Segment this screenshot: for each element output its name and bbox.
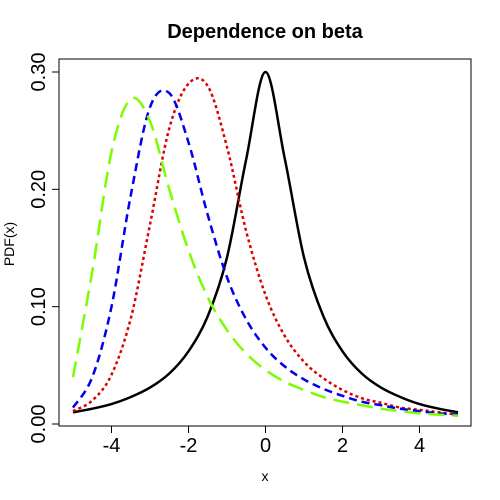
x-tick-label: 0 — [260, 435, 271, 457]
x-axis-label: x — [262, 468, 269, 484]
y-tick-label: 0.10 — [28, 287, 50, 326]
y-axis-label: PDF(x) — [1, 222, 17, 266]
y-tick-label: 0.30 — [28, 53, 50, 92]
x-tick-label: 4 — [414, 435, 425, 457]
y-tick-label: 0.20 — [28, 170, 50, 209]
y-axis: 0.00 0.10 0.20 0.30 — [28, 53, 60, 444]
series-line-2 — [72, 77, 459, 416]
plot-area — [71, 70, 459, 418]
y-tick-label: 0.00 — [28, 405, 50, 444]
x-axis: -4 -2 0 2 4 — [103, 425, 425, 457]
series-line-4 — [71, 96, 459, 418]
series-line-1 — [72, 70, 459, 414]
x-tick-label: -4 — [103, 435, 121, 457]
series-line-3 — [71, 89, 459, 416]
x-tick-label: 2 — [337, 435, 348, 457]
x-tick-label: -2 — [180, 435, 198, 457]
chart-title: Dependence on beta — [167, 21, 363, 43]
